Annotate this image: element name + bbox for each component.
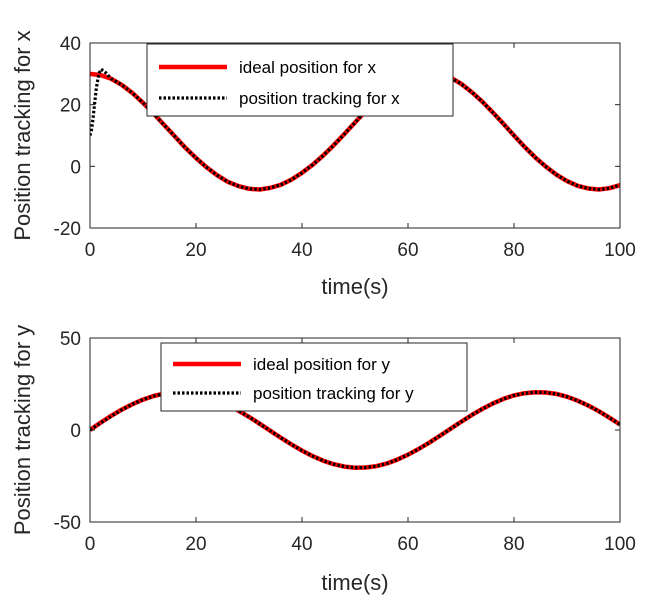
legend: ideal position for y position tracking fo… bbox=[160, 342, 468, 412]
x-tick-label: 40 bbox=[291, 534, 312, 555]
series-line-2 bbox=[90, 390, 620, 470]
y-tick-label: 0 bbox=[70, 421, 81, 442]
legend: ideal position for x position tracking fo… bbox=[146, 43, 454, 117]
y-axis-label: Position tracking for y bbox=[10, 325, 35, 535]
x-tick-label: 0 bbox=[85, 534, 96, 555]
x-tick-label: 100 bbox=[604, 240, 636, 261]
x-tick-label: 60 bbox=[397, 240, 418, 261]
y-tick-label: -20 bbox=[54, 219, 81, 240]
legend-label-2: position tracking for y bbox=[253, 384, 414, 403]
x-tick-label: 20 bbox=[185, 534, 206, 555]
y-tick-label: -50 bbox=[54, 513, 81, 534]
legend-box bbox=[160, 342, 468, 412]
x-tick-label: 60 bbox=[397, 534, 418, 555]
x-tick-label: 80 bbox=[503, 240, 524, 261]
series-line-2 bbox=[90, 67, 620, 192]
y-tick-label: 40 bbox=[60, 34, 81, 55]
y-tick-label: 50 bbox=[60, 329, 81, 350]
x-tick-label: 20 bbox=[185, 240, 206, 261]
legend-label-1: ideal position for y bbox=[253, 355, 391, 374]
x-tick-label: 40 bbox=[291, 240, 312, 261]
y-tick-label: 20 bbox=[60, 96, 81, 117]
x-tick-label: 80 bbox=[503, 534, 524, 555]
y-axis-label: Position tracking for x bbox=[10, 30, 35, 240]
legend-label-1: ideal position for x bbox=[239, 58, 377, 77]
x-tick-label: 0 bbox=[85, 240, 96, 261]
legend-box bbox=[146, 43, 454, 117]
legend-label-2: position tracking for x bbox=[239, 89, 400, 108]
axes-box bbox=[89, 42, 621, 229]
x-tick-label: 100 bbox=[604, 534, 636, 555]
x-axis-label: time(s) bbox=[321, 570, 388, 595]
y-tick-label: 0 bbox=[70, 157, 81, 178]
x-axis-label: time(s) bbox=[321, 274, 388, 299]
